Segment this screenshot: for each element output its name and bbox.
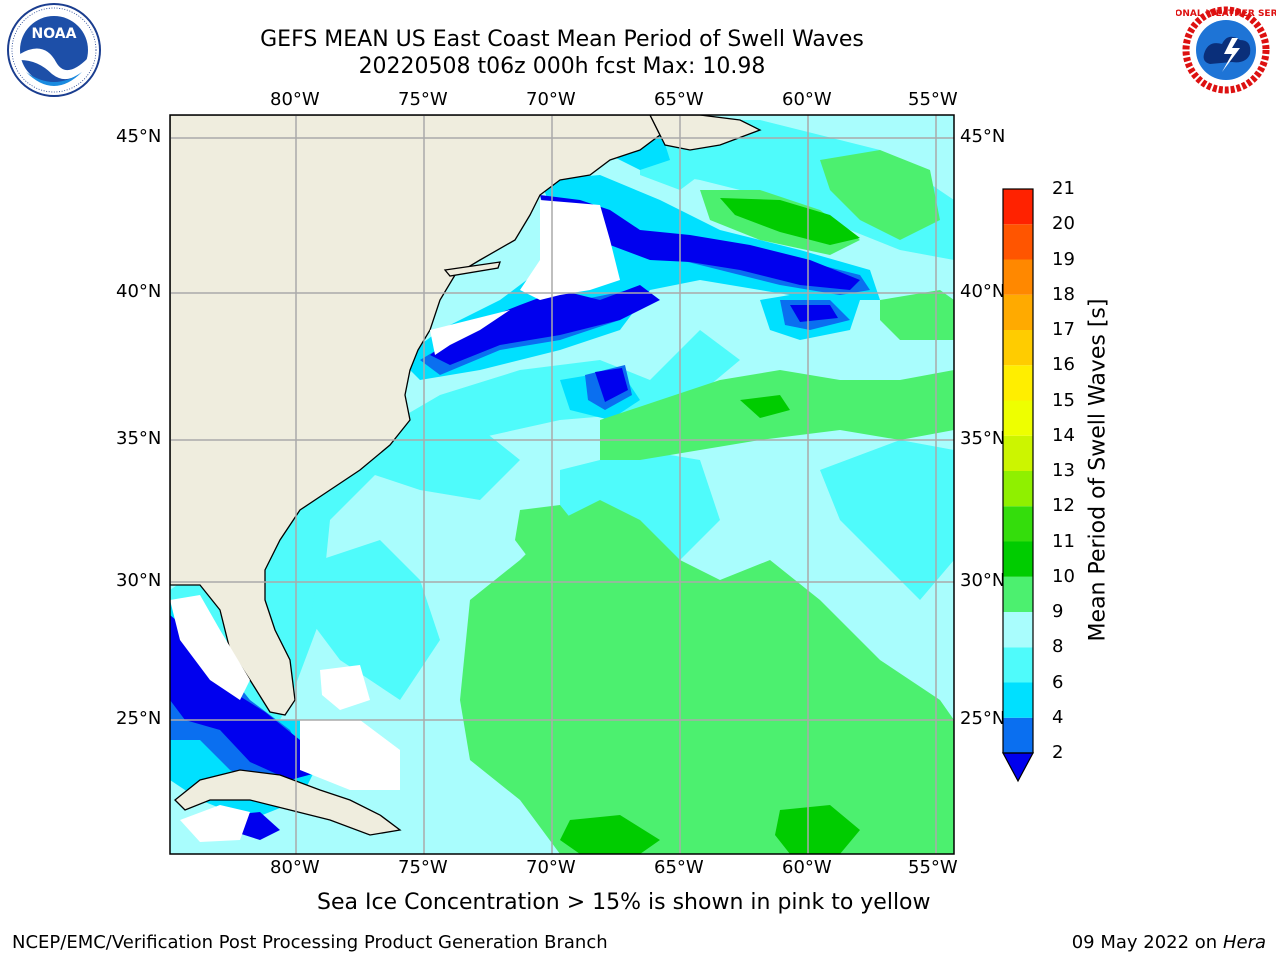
colorbar-tick-label: 13 <box>1052 460 1075 481</box>
lon-tick-label: 55°W <box>908 857 958 878</box>
masked-shelf-area <box>170 200 620 842</box>
lat-tick-label: 25°N <box>960 708 1006 729</box>
lon-tick-label: 55°W <box>908 89 958 110</box>
colorbar-segment <box>1003 400 1033 436</box>
colorbar-segment <box>1003 541 1033 577</box>
colorbar-segment <box>1003 471 1033 507</box>
swell-contour-10-11s <box>560 198 860 854</box>
noaa-logo-text: NOAA <box>32 26 77 42</box>
lon-tick-label: 65°W <box>654 857 704 878</box>
colorbar-tick-label: 16 <box>1052 354 1075 376</box>
colorbar-segment <box>1003 435 1033 471</box>
sea-ice-caption: Sea Ice Concentration > 15% is shown in … <box>317 890 931 915</box>
colorbar-tick-label: 19 <box>1052 248 1075 270</box>
lon-tick-label: 65°W <box>654 89 704 110</box>
colorbar-label: Mean Period of Swell Waves [s] <box>1085 298 1111 642</box>
colorbar-segment <box>1003 259 1033 295</box>
colorbar-tick-label: 8 <box>1052 636 1064 658</box>
colorbar-tick-label: 18 <box>1052 283 1075 305</box>
land <box>170 115 762 836</box>
colorbar-segment <box>1003 294 1033 330</box>
nws-logo: NATIONAL WEATHER SERVICE <box>1151 2 1280 102</box>
lon-tick-label: 70°W <box>526 89 576 110</box>
colorbar-segments <box>1003 189 1033 753</box>
colorbar-frame <box>1002 188 1034 754</box>
lat-tick-label: 30°N <box>116 570 162 591</box>
lat-lon-grid <box>170 115 954 854</box>
lat-tick-label: 45°N <box>116 126 162 147</box>
colorbar-segment <box>1003 506 1033 542</box>
colorbar-tick-label: 10 <box>1052 565 1075 587</box>
lon-tick-label: 70°W <box>526 857 576 878</box>
lon-tick-label: 60°W <box>782 89 832 110</box>
footer-machine: Hera <box>1222 932 1266 953</box>
footer-credit: NCEP/EMC/Verification Post Processing Pr… <box>12 932 608 953</box>
colorbar-segment <box>1003 330 1033 366</box>
colorbar-tick-label: 9 <box>1052 601 1064 622</box>
colorbar-tick-label: 14 <box>1052 424 1075 446</box>
map-frame <box>169 114 955 855</box>
colorbar-tick-label: 11 <box>1052 530 1075 552</box>
colorbar-segment <box>1003 224 1033 260</box>
nws-logo-text: NATIONAL WEATHER SERVICE <box>1176 9 1276 19</box>
noaa-logo: NOAA <box>4 2 104 102</box>
lat-tick-label: 35°N <box>116 428 162 449</box>
colorbar-segment <box>1003 189 1033 225</box>
lon-tick-label: 75°W <box>398 857 448 878</box>
lat-tick-label: 45°N <box>960 126 1006 147</box>
colorbar-tick-label: 6 <box>1052 671 1064 693</box>
map-subtitle: 20220508 t06z 000h fcst Max: 10.98 <box>358 54 766 79</box>
colorbar-segment <box>1003 682 1033 718</box>
colorbar-under-arrow <box>1001 752 1035 783</box>
lon-tick-label: 60°W <box>782 857 832 878</box>
colorbar-tick-label: 21 <box>1052 178 1075 199</box>
lat-tick-label: 40°N <box>116 281 162 302</box>
colorbar-segment <box>1003 576 1033 612</box>
colorbar-tick-label: 15 <box>1052 389 1075 411</box>
colorbar <box>1001 188 1035 783</box>
map-title: GEFS MEAN US East Coast Mean Period of S… <box>260 27 864 52</box>
lat-tick-label: 25°N <box>116 708 162 729</box>
lat-tick-label: 30°N <box>960 570 1006 591</box>
lat-tick-label: 35°N <box>960 428 1006 449</box>
footer-date: 09 May 2022 on Hera <box>1072 932 1266 953</box>
footer-date-text: 09 May 2022 on <box>1071 932 1218 953</box>
colorbar-tick-label: 4 <box>1052 706 1064 728</box>
colorbar-tick-label: 12 <box>1052 495 1075 517</box>
colorbar-tick-label: 17 <box>1052 319 1075 340</box>
colorbar-tick-label: 20 <box>1052 213 1075 235</box>
lon-tick-label: 80°W <box>270 89 320 110</box>
lon-tick-label: 80°W <box>270 857 320 878</box>
colorbar-segment <box>1003 365 1033 401</box>
colorbar-segment <box>1003 612 1033 648</box>
lat-tick-label: 40°N <box>960 281 1006 302</box>
lon-tick-label: 75°W <box>398 89 448 110</box>
colorbar-segment <box>1003 647 1033 683</box>
colorbar-segment <box>1003 717 1033 753</box>
colorbar-tick-label: 2 <box>1052 742 1064 763</box>
